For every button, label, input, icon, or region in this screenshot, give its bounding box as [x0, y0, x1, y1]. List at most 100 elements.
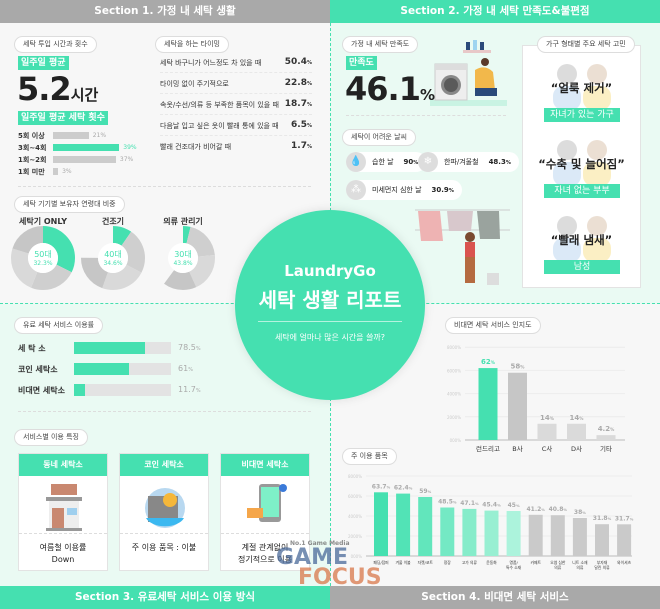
bar-value-label: 63.7% — [372, 483, 391, 490]
bar — [462, 508, 477, 556]
percent-sign: % — [608, 517, 612, 521]
category-label: 겨울 이불 — [396, 560, 412, 565]
weather-number: 90 — [403, 158, 414, 166]
timing-label: 세탁 바구니가 어느정도 차 있을 때 — [160, 59, 262, 67]
percent-sign: % — [413, 160, 419, 166]
category-label: C사 — [542, 444, 553, 453]
donut-highlight-segment — [81, 226, 145, 290]
device-pct: 43.8% — [173, 260, 193, 267]
weather-value: 90% — [404, 158, 419, 166]
timing-number: 6.5 — [291, 120, 307, 130]
bar-value: 63.7 — [372, 483, 387, 490]
bar-value-label: 31.7% — [615, 515, 634, 522]
count-value: 39% — [123, 144, 137, 151]
category-label: 정장 — [444, 560, 451, 565]
watermark-game: GAME — [276, 545, 349, 570]
bar-value: 62.4 — [394, 485, 409, 492]
bar — [572, 518, 587, 556]
y-tick-label: 8000% — [447, 345, 461, 350]
timing-value: 18.7% — [270, 99, 312, 109]
bar-value: 45 — [508, 502, 516, 509]
device-pct: 34.6% — [103, 260, 123, 267]
category-label: 의류 — [554, 565, 561, 570]
percent-sign: % — [520, 365, 525, 370]
timing-number: 22.8 — [284, 78, 307, 88]
y-tick-label: 4000% — [447, 392, 461, 397]
smartphone-icon — [247, 484, 287, 522]
snowflake-icon: ❄ — [418, 152, 438, 172]
household-label: 자녀 없는 부부 — [544, 184, 620, 198]
bar — [596, 435, 616, 440]
category-label: D사 — [571, 444, 582, 453]
household-box — [522, 45, 641, 288]
category-label: 오염 심한 — [550, 560, 566, 565]
usage-pill: 유료 세탁 서비스 이용률 — [14, 317, 104, 334]
bar — [396, 493, 411, 556]
category-label: 명품/ — [509, 560, 518, 565]
percent-sign: % — [582, 511, 586, 515]
household-pill: 가구 형태별 주요 세탁 고민 — [537, 36, 635, 53]
usage-number: 61 — [178, 364, 189, 373]
people-illustration — [553, 216, 611, 262]
usage-number: 78.5 — [178, 343, 196, 352]
category-label: B사 — [512, 444, 522, 453]
bar-value-label: 4.2% — [598, 425, 615, 433]
satisfaction-unit: % — [419, 86, 435, 104]
bar — [484, 510, 499, 556]
count-value: 21% — [92, 132, 107, 139]
percent-sign: % — [516, 504, 520, 508]
timing-value: 1.7% — [270, 141, 312, 151]
report-subtitle: 세탁에 얼마나 많은 시간을 쓸까? — [274, 333, 386, 342]
usage-value: 61% — [178, 364, 193, 373]
bar-value-label: 31.8% — [593, 515, 612, 522]
percent-sign: % — [563, 508, 567, 512]
donut-segment — [81, 226, 145, 290]
section1-header: Section 1. 가정 내 세탁 생활 — [0, 0, 330, 23]
card-text: 여름철 이용률 Down — [39, 543, 87, 564]
watermark: No.1 Game Media GAME FOCUS — [268, 540, 382, 589]
coin-laundry-icon — [145, 488, 185, 528]
watermark-tagline: No.1 Game Media — [290, 540, 350, 547]
bar — [440, 507, 455, 556]
device-title: 건조기 — [101, 217, 125, 226]
count-bar — [53, 132, 89, 139]
timing-pill: 세탁을 하는 타이밍 — [155, 36, 229, 53]
donut-highlight-segment — [151, 226, 215, 290]
category-label: 카페트 — [530, 560, 541, 565]
weather-label: 한파/겨울철 — [444, 158, 479, 166]
percent-sign: % — [306, 123, 312, 129]
bar-value-label: 58% — [511, 363, 526, 371]
percent-sign: % — [188, 367, 193, 373]
donut-segment — [81, 226, 145, 290]
weather-pill: 세탁이 어려운 날씨 — [342, 129, 416, 146]
weather-number: 48.3 — [488, 158, 506, 166]
card-title: 비대면 세탁소 — [221, 454, 309, 476]
timing-value: 6.5% — [270, 120, 312, 130]
device-donut — [81, 226, 145, 290]
percent-sign: % — [306, 60, 312, 66]
service-card: 동네 세탁소 여름철 이용률 Down — [18, 453, 108, 571]
section3-header: Section 3. 유료세탁 서비스 이용 방식 — [0, 586, 330, 609]
device-age: 30대 — [174, 250, 192, 259]
percent-sign: % — [306, 144, 312, 150]
bar-value: 38 — [574, 509, 582, 516]
category-label: 고가 의류 — [462, 560, 478, 565]
bar-value: 47.1 — [460, 500, 475, 507]
usage-label: 비대면 세탁소 — [18, 386, 65, 395]
percent-sign: % — [475, 502, 479, 506]
donut-segment — [81, 226, 145, 290]
bar-value: 58 — [511, 363, 521, 371]
bar-value-label: 41.2% — [526, 506, 545, 513]
bar-value-label: 45.4% — [482, 502, 501, 509]
timing-label: 타이밍 없이 주기적으로 — [160, 80, 229, 88]
percent-sign: % — [453, 501, 457, 505]
satisfaction-number: 46.1 — [345, 70, 421, 108]
bar — [567, 423, 586, 440]
donut-hole — [168, 243, 198, 273]
category-label: 런드리고 — [476, 444, 500, 453]
count-label: 3회~4회 — [18, 144, 47, 152]
brand-logo: LaundryGo — [284, 262, 376, 280]
percent-sign: % — [195, 388, 201, 394]
report-title: 세탁 생활 리포트 — [258, 288, 402, 312]
household-quote: “얼룩 제거” — [550, 81, 613, 95]
